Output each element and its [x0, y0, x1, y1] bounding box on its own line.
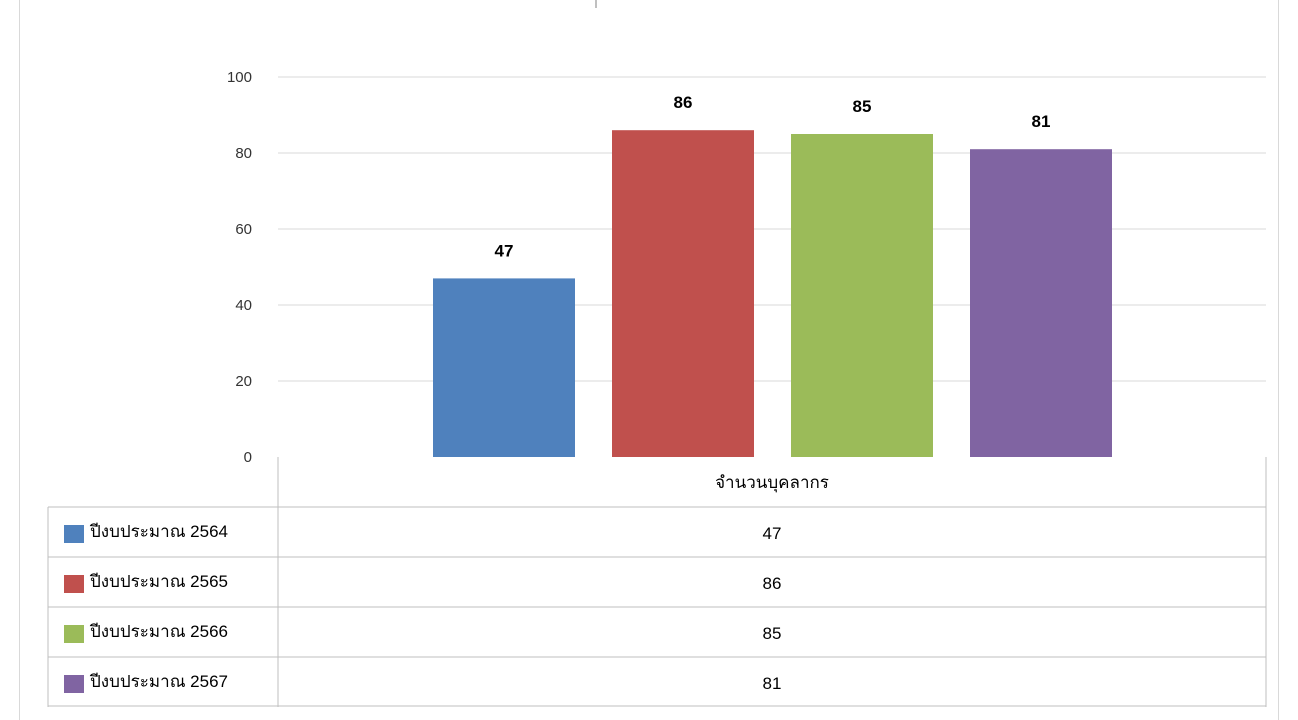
y-axis-ticks: 0 20 40 60 80 100	[227, 69, 252, 466]
legend-swatch-3	[64, 625, 84, 643]
table-header-category: จำนวนบุคลากร	[715, 473, 829, 493]
y-tick-label-0: 0	[244, 449, 252, 466]
table-row-value-3: 85	[763, 624, 782, 643]
data-labels: 47 86 85 81	[495, 93, 1051, 260]
bar-data-label-3: 85	[853, 97, 872, 116]
y-tick-label-20: 20	[235, 373, 252, 390]
bar-data-label-1: 47	[495, 241, 514, 260]
bar-1	[433, 278, 575, 457]
table-row-label-3: ปีงบประมาณ 2566	[89, 622, 228, 641]
y-tick-label-60: 60	[235, 221, 252, 238]
legend-swatch-1	[64, 525, 84, 543]
table-row-label-2: ปีงบประมาณ 2565	[89, 572, 228, 591]
table-row-label-1: ปีงบประมาณ 2564	[89, 522, 228, 541]
legend-swatch-2	[64, 575, 84, 593]
bar-3	[791, 134, 933, 457]
table-row-label-4: ปีงบประมาณ 2567	[89, 672, 228, 691]
table-row-value-2: 86	[763, 574, 782, 593]
y-tick-label-80: 80	[235, 145, 252, 162]
y-tick-label-100: 100	[227, 69, 252, 86]
y-tick-label-40: 40	[235, 297, 252, 314]
gridlines	[278, 77, 1266, 381]
table-row-value-4: 81	[763, 674, 782, 693]
table-row-value-1: 47	[763, 524, 782, 543]
bars	[433, 130, 1112, 457]
legend-swatch-4	[64, 675, 84, 693]
bar-2	[612, 130, 754, 457]
bar-4	[970, 149, 1112, 457]
bar-data-label-2: 86	[674, 93, 693, 112]
bar-data-label-4: 81	[1032, 112, 1051, 131]
